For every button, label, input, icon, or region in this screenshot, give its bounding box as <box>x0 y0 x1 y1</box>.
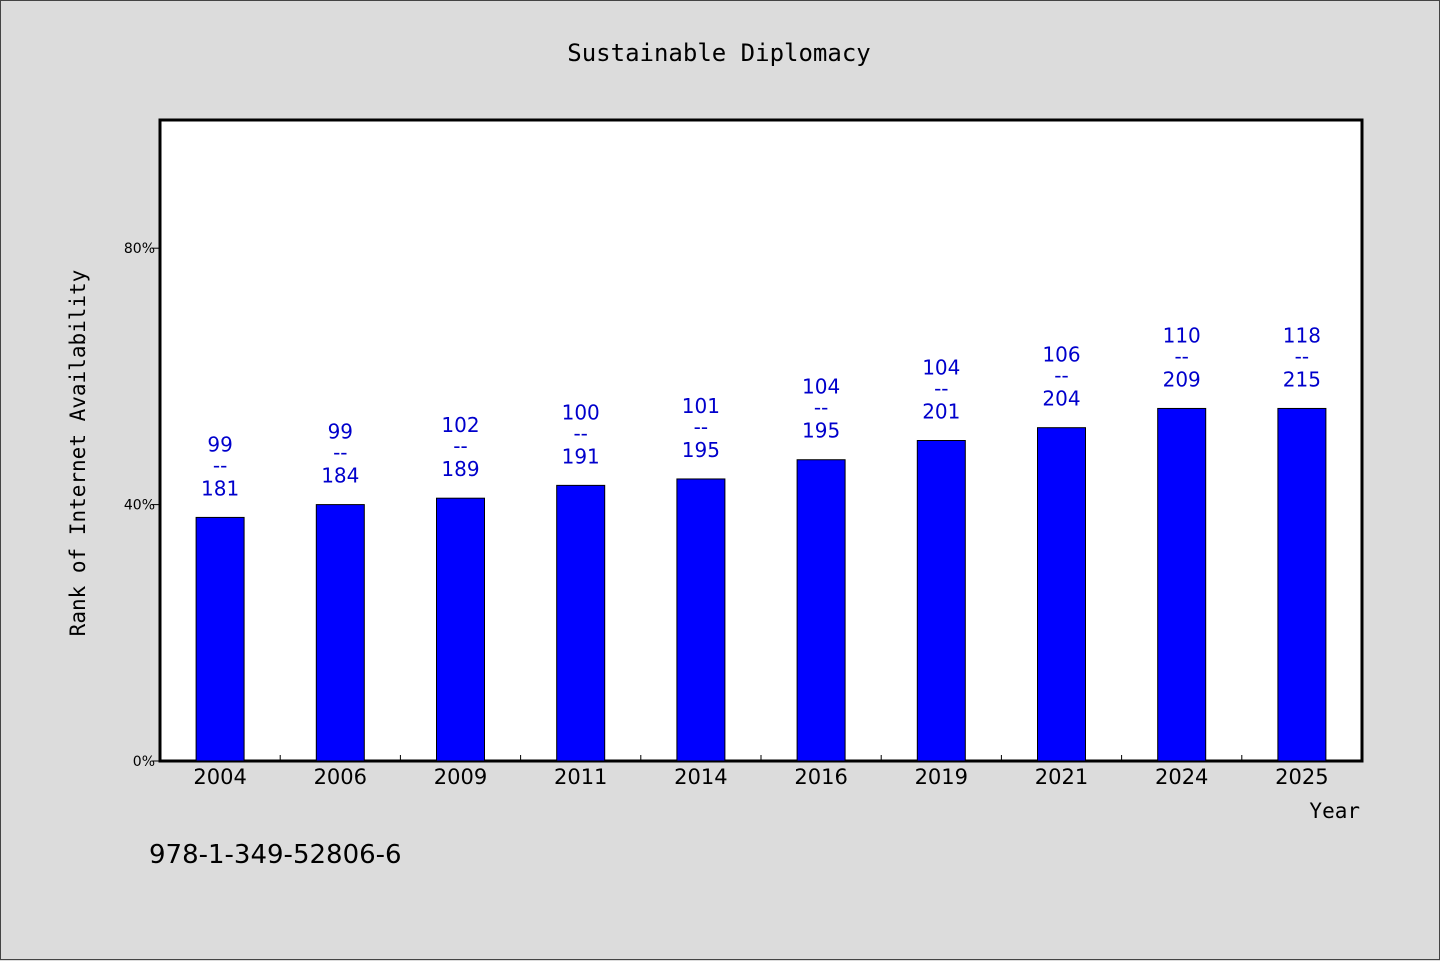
data-label-separator: -- <box>333 441 347 465</box>
x-tick-label: 2019 <box>915 765 968 789</box>
data-label-separator: -- <box>1174 344 1188 368</box>
bar <box>796 459 846 762</box>
data-label-top: 118 <box>1283 323 1321 347</box>
x-tick-label: 2004 <box>193 765 246 789</box>
data-label-top: 110 <box>1163 323 1201 347</box>
y-tick-label: 40% <box>124 498 155 514</box>
isbn-footnote: 978-1-349-52806-6 <box>149 840 402 870</box>
x-tick-label: 2014 <box>674 765 727 789</box>
data-label-top: 101 <box>682 394 720 418</box>
x-tick-label: 2016 <box>794 765 847 789</box>
data-label-bottom: 215 <box>1283 367 1321 391</box>
data-label-separator: -- <box>694 415 708 439</box>
bar <box>1277 407 1327 762</box>
bar <box>1037 427 1086 762</box>
bars-group <box>195 407 1327 762</box>
data-label-top: 104 <box>922 356 960 380</box>
bar <box>436 497 485 762</box>
data-label-separator: -- <box>573 421 587 445</box>
data-label-bottom: 184 <box>321 464 359 488</box>
data-label-top: 106 <box>1042 343 1080 367</box>
data-label-separator: -- <box>1054 364 1068 388</box>
x-tick-label: 2024 <box>1155 765 1208 789</box>
data-label-bottom: 195 <box>682 438 720 462</box>
y-axis-label: Rank of Internet Availability <box>66 270 90 637</box>
x-tick-label: 2011 <box>554 765 607 789</box>
data-label-bottom: 204 <box>1042 387 1080 411</box>
data-label-separator: -- <box>453 434 467 458</box>
bar <box>556 484 606 762</box>
data-label-bottom: 181 <box>201 476 239 500</box>
data-label-bottom: 209 <box>1163 367 1201 391</box>
x-tick-label: 2006 <box>314 765 367 789</box>
data-label-bottom: 195 <box>802 419 840 443</box>
data-label-top: 99 <box>328 420 353 444</box>
data-label-bottom: 189 <box>441 457 479 481</box>
y-axis-ticks: 0% 40% 80% <box>124 241 160 770</box>
data-label-separator: -- <box>213 453 227 477</box>
data-label-top: 99 <box>207 432 232 456</box>
bar <box>195 516 245 762</box>
x-tick-label: 2009 <box>434 765 487 789</box>
data-label-bottom: 201 <box>922 400 960 424</box>
data-label-top: 100 <box>562 400 600 424</box>
chart-title: Sustainable Diplomacy <box>567 39 870 67</box>
data-label-separator: -- <box>934 377 948 401</box>
bar <box>1157 407 1207 762</box>
bar <box>916 440 966 762</box>
bar <box>676 478 726 762</box>
y-tick-label: 80% <box>124 241 155 257</box>
data-label-bottom: 191 <box>562 444 600 468</box>
x-axis-ticks: 2004 2006 2009 2011 2014 2016 2019 2021 2024 2025 <box>193 755 1329 789</box>
data-labels-group: 99--18199--184102--189100--191101--19510… <box>201 323 1321 500</box>
data-label-separator: -- <box>814 396 828 420</box>
data-label-separator: -- <box>1295 344 1309 368</box>
data-label-top: 102 <box>441 413 479 437</box>
y-tick-label: 0% <box>133 754 155 770</box>
x-axis-label: Year <box>1309 799 1360 823</box>
data-label-top: 104 <box>802 375 840 399</box>
x-tick-label: 2021 <box>1035 765 1088 789</box>
x-tick-label: 2025 <box>1275 765 1328 789</box>
bar <box>315 504 365 762</box>
